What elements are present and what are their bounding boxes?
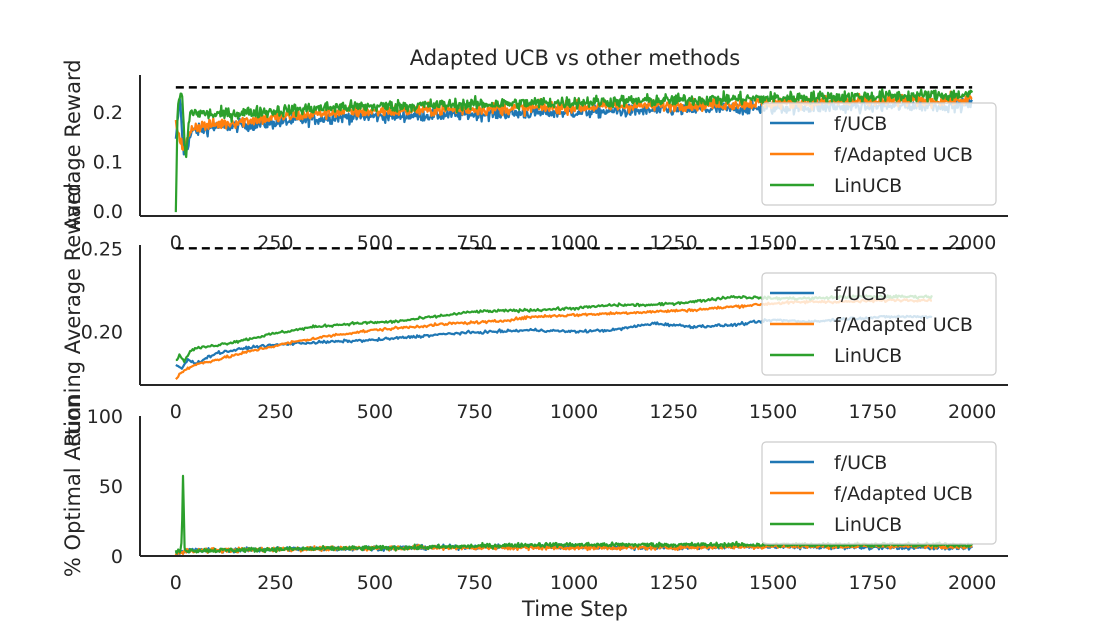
- y-tick-label: 0.0: [93, 201, 123, 223]
- x-tick-label: 750: [456, 572, 492, 594]
- y-axis-title: Running Average Reward: [61, 183, 85, 447]
- x-tick-label: 1250: [649, 401, 697, 423]
- chart-title: Adapted UCB vs other methods: [410, 46, 741, 70]
- x-tick-label: 1000: [550, 232, 598, 254]
- x-tick-label: 1750: [848, 232, 896, 254]
- panels: 0.00.10.20 250 500 750 1000 1250 1500 1750 2000A…: [61, 59, 1008, 594]
- legend-label-f-adapted-ucb: f/Adapted UCB: [834, 144, 973, 166]
- legend-label-f-adapted-ucb: f/Adapted UCB: [834, 314, 973, 336]
- x-tick-label: 0: [170, 572, 182, 594]
- x-tick-label: 1500: [749, 401, 797, 423]
- series-line-linucb: [174, 88, 974, 213]
- x-tick-label: 1250: [649, 572, 697, 594]
- legend-label-f-ucb: f/UCB: [834, 283, 887, 305]
- series-line-linucb: [174, 474, 974, 555]
- x-tick-label: 500: [357, 572, 393, 594]
- x-tick-label: 2000: [948, 572, 996, 594]
- y-tick-label: 0.1: [93, 152, 123, 174]
- x-tick-label: 1250: [649, 232, 697, 254]
- panel-2: 0.200.250 250 500 750 1000 1250 1500 1750 2000Ru…: [61, 183, 1008, 447]
- x-tick-label: 250: [257, 401, 293, 423]
- y-tick-label: 0: [111, 546, 123, 568]
- x-tick-label: 1750: [848, 572, 896, 594]
- legend-label-linucb: LinUCB: [834, 175, 902, 197]
- legend: f/UCB f/Adapted UCB LinUCB: [761, 102, 997, 206]
- legend: f/UCB f/Adapted UCB LinUCB: [761, 441, 997, 545]
- legend-label-linucb: LinUCB: [834, 345, 902, 367]
- legend-label-f-ucb: f/UCB: [834, 113, 887, 135]
- y-axis-title: Average Reward: [61, 59, 85, 230]
- x-tick-label: 1000: [550, 572, 598, 594]
- x-tick-label: 750: [456, 232, 492, 254]
- x-tick-label: 1500: [749, 572, 797, 594]
- x-tick-label: 2000: [948, 401, 996, 423]
- x-tick-label: 250: [257, 232, 293, 254]
- x-tick-label: 250: [257, 572, 293, 594]
- x-tick-label: 1500: [749, 232, 797, 254]
- legend-box: [761, 441, 997, 545]
- x-axis-title: Time Step: [521, 597, 628, 621]
- x-tick-label: 1750: [848, 401, 896, 423]
- x-tick-label: 1000: [550, 401, 598, 423]
- y-tick-label: 100: [87, 406, 123, 428]
- y-tick-label: 50: [99, 476, 123, 498]
- x-tick-label: 500: [357, 232, 393, 254]
- y-tick-label: 0.20: [81, 322, 123, 344]
- legend-box: [761, 272, 997, 376]
- x-tick-label: 2000: [948, 232, 996, 254]
- legend-label-linucb: LinUCB: [834, 514, 902, 536]
- legend-box: [761, 102, 997, 206]
- x-tick-label: 0: [170, 232, 182, 254]
- legend: f/UCB f/Adapted UCB LinUCB: [761, 272, 997, 376]
- y-axis-title: % Optimal Action: [61, 395, 85, 577]
- legend-label-f-adapted-ucb: f/Adapted UCB: [834, 483, 973, 505]
- x-tick-label: 500: [357, 401, 393, 423]
- x-tick-label: 750: [456, 401, 492, 423]
- x-tick-label: 0: [170, 401, 182, 423]
- panel-1: 0.0 0.1 0.2 0 250 500 750 1000 1250 1500 1750 2000 A…: [61, 59, 1008, 254]
- y-tick-label: 0.25: [81, 238, 123, 260]
- legend-label-f-ucb: f/UCB: [834, 452, 887, 474]
- y-tick-label: 0.2: [93, 102, 123, 124]
